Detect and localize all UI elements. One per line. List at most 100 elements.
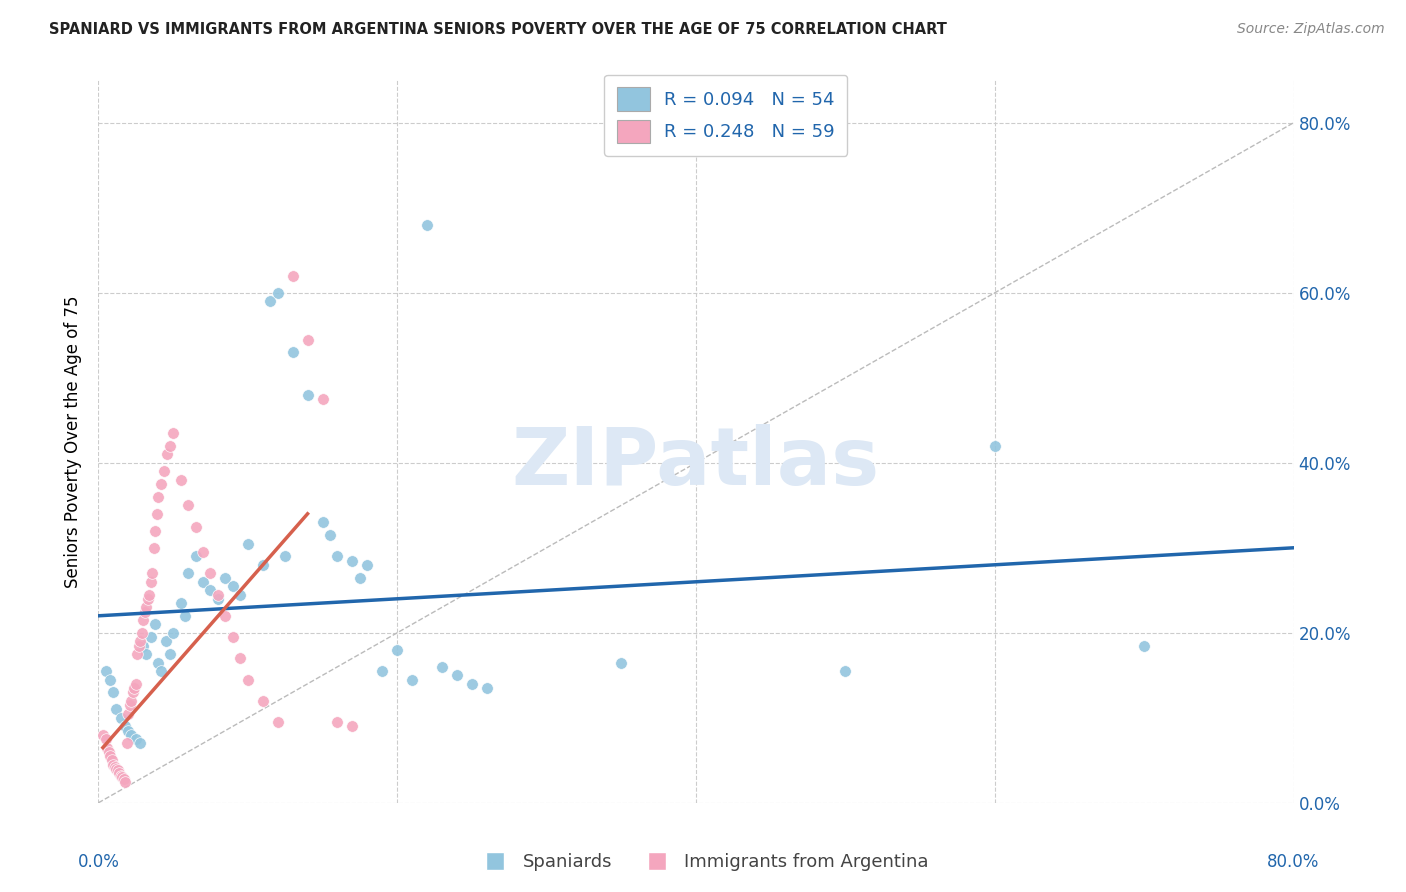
Point <box>371 664 394 678</box>
Point <box>132 639 155 653</box>
Point <box>349 570 371 584</box>
Y-axis label: Seniors Poverty Over the Age of 75: Seniors Poverty Over the Age of 75 <box>65 295 83 588</box>
Point <box>326 714 349 729</box>
Point <box>153 464 176 478</box>
Point <box>148 490 170 504</box>
Point <box>200 583 222 598</box>
Point <box>162 625 184 640</box>
Point <box>150 664 173 678</box>
Text: 80.0%: 80.0% <box>1267 854 1320 871</box>
Point <box>139 574 162 589</box>
Point <box>125 732 148 747</box>
Point <box>267 285 290 300</box>
Point <box>120 728 142 742</box>
Point <box>112 772 135 786</box>
Point <box>191 574 214 589</box>
Point <box>236 673 259 687</box>
Point <box>105 702 128 716</box>
Point <box>159 647 181 661</box>
Point <box>135 647 157 661</box>
Point <box>281 345 304 359</box>
Point <box>267 714 290 729</box>
Point <box>94 732 117 747</box>
Point <box>184 549 207 564</box>
Point <box>139 630 162 644</box>
Point <box>169 596 191 610</box>
Point <box>135 600 157 615</box>
Point <box>610 656 633 670</box>
Point <box>143 524 166 538</box>
Point <box>319 528 342 542</box>
Point <box>297 333 319 347</box>
Point <box>115 736 138 750</box>
Point <box>155 634 177 648</box>
Point <box>98 673 122 687</box>
Point <box>446 668 468 682</box>
Point <box>125 677 148 691</box>
Point <box>259 294 281 309</box>
Point <box>120 694 142 708</box>
Point <box>142 541 165 555</box>
Point <box>252 558 274 572</box>
Point <box>124 681 146 695</box>
Point <box>101 753 124 767</box>
Point <box>138 588 160 602</box>
Point <box>214 570 236 584</box>
Point <box>136 591 159 606</box>
Point <box>207 588 229 602</box>
Point <box>110 769 132 783</box>
Point <box>114 719 136 733</box>
Point <box>311 516 333 530</box>
Point <box>94 664 117 678</box>
Point <box>91 728 114 742</box>
Point <box>342 719 364 733</box>
Point <box>129 634 152 648</box>
Point <box>107 764 129 778</box>
Point <box>274 549 297 564</box>
Point <box>114 774 136 789</box>
Point <box>214 608 236 623</box>
Point <box>117 723 139 738</box>
Point <box>150 477 173 491</box>
Point <box>97 745 120 759</box>
Point <box>174 608 197 623</box>
Point <box>222 630 245 644</box>
Text: ZIPatlas: ZIPatlas <box>512 425 880 502</box>
Text: SPANIARD VS IMMIGRANTS FROM ARGENTINA SENIORS POVERTY OVER THE AGE OF 75 CORRELA: SPANIARD VS IMMIGRANTS FROM ARGENTINA SE… <box>49 22 948 37</box>
Point <box>129 736 152 750</box>
Point <box>117 706 139 721</box>
Point <box>297 388 319 402</box>
Point <box>108 766 131 780</box>
Point <box>326 549 349 564</box>
Point <box>236 536 259 550</box>
Point <box>103 757 125 772</box>
Point <box>834 664 856 678</box>
Point <box>132 613 155 627</box>
Point <box>118 698 141 712</box>
Point <box>121 685 143 699</box>
Point <box>401 673 423 687</box>
Point <box>356 558 378 572</box>
Point <box>156 447 179 461</box>
Point <box>475 681 498 695</box>
Point <box>134 605 156 619</box>
Point <box>159 439 181 453</box>
Point <box>416 218 439 232</box>
Point <box>461 677 484 691</box>
Point <box>311 392 333 406</box>
Point <box>96 740 118 755</box>
Point <box>984 439 1007 453</box>
Point <box>222 579 245 593</box>
Point <box>169 473 191 487</box>
Point <box>111 770 134 784</box>
Text: 0.0%: 0.0% <box>77 854 120 871</box>
Point <box>103 685 125 699</box>
Point <box>229 651 252 665</box>
Point <box>143 617 166 632</box>
Point <box>342 553 364 567</box>
Point <box>430 660 453 674</box>
Point <box>110 711 132 725</box>
Point <box>131 625 153 640</box>
Point <box>127 647 149 661</box>
Point <box>281 268 304 283</box>
